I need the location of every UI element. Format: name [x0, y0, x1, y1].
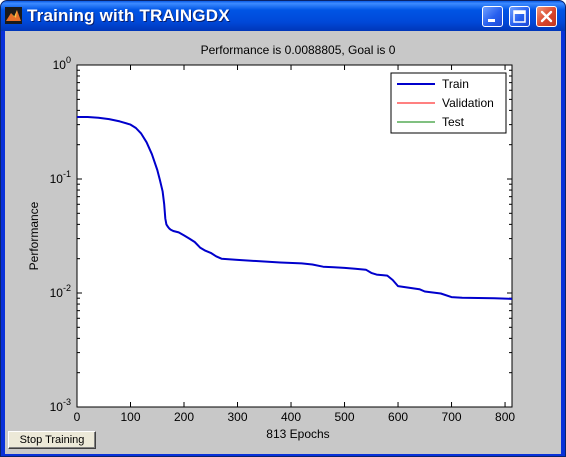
- legend: Train Validation Test: [390, 72, 507, 134]
- maximize-button[interactable]: [509, 6, 530, 27]
- y-tick-label: 10-1: [50, 169, 71, 186]
- minimize-icon: [488, 19, 495, 22]
- x-tick-label: 200: [174, 410, 194, 424]
- legend-label-train: Train: [442, 77, 469, 91]
- x-tick-label: 100: [120, 410, 140, 424]
- y-tick-label: 10-3: [50, 397, 71, 414]
- chart-title: Performance is 0.0088805, Goal is 0: [201, 43, 396, 57]
- window-title: Training with TRAINGDX: [27, 6, 230, 25]
- x-tick-label: 300: [228, 410, 248, 424]
- legend-label-validation: Validation: [442, 96, 494, 110]
- y-tick-label: 100: [53, 55, 71, 72]
- x-tick-label: 400: [281, 410, 301, 424]
- x-tick-label: 500: [335, 410, 355, 424]
- x-tick-label: 600: [388, 410, 408, 424]
- x-tick-label: 700: [442, 410, 462, 424]
- y-tick-label: 10-2: [50, 283, 71, 300]
- y-axis-label: Performance: [27, 201, 41, 270]
- x-axis-label: 813 Epochs: [266, 427, 329, 441]
- x-tick-label: 800: [495, 410, 515, 424]
- close-button[interactable]: [536, 6, 557, 27]
- maximize-icon: [513, 10, 526, 23]
- title-bar[interactable]: Training with TRAINGDX: [1, 1, 565, 31]
- figure-canvas: Performance is 0.0088805, Goal is 0 0 100…: [5, 31, 561, 454]
- close-icon: [540, 10, 553, 23]
- matlab-figure-icon: [5, 7, 22, 24]
- stop-training-button[interactable]: Stop Training: [8, 431, 96, 449]
- x-tick-label: 0: [74, 410, 81, 424]
- minimize-button[interactable]: [482, 6, 503, 27]
- series-line-train: [77, 116, 513, 300]
- legend-label-test: Test: [442, 115, 465, 129]
- performance-plot: Performance is 0.0088805, Goal is 0 0 100…: [27, 43, 515, 441]
